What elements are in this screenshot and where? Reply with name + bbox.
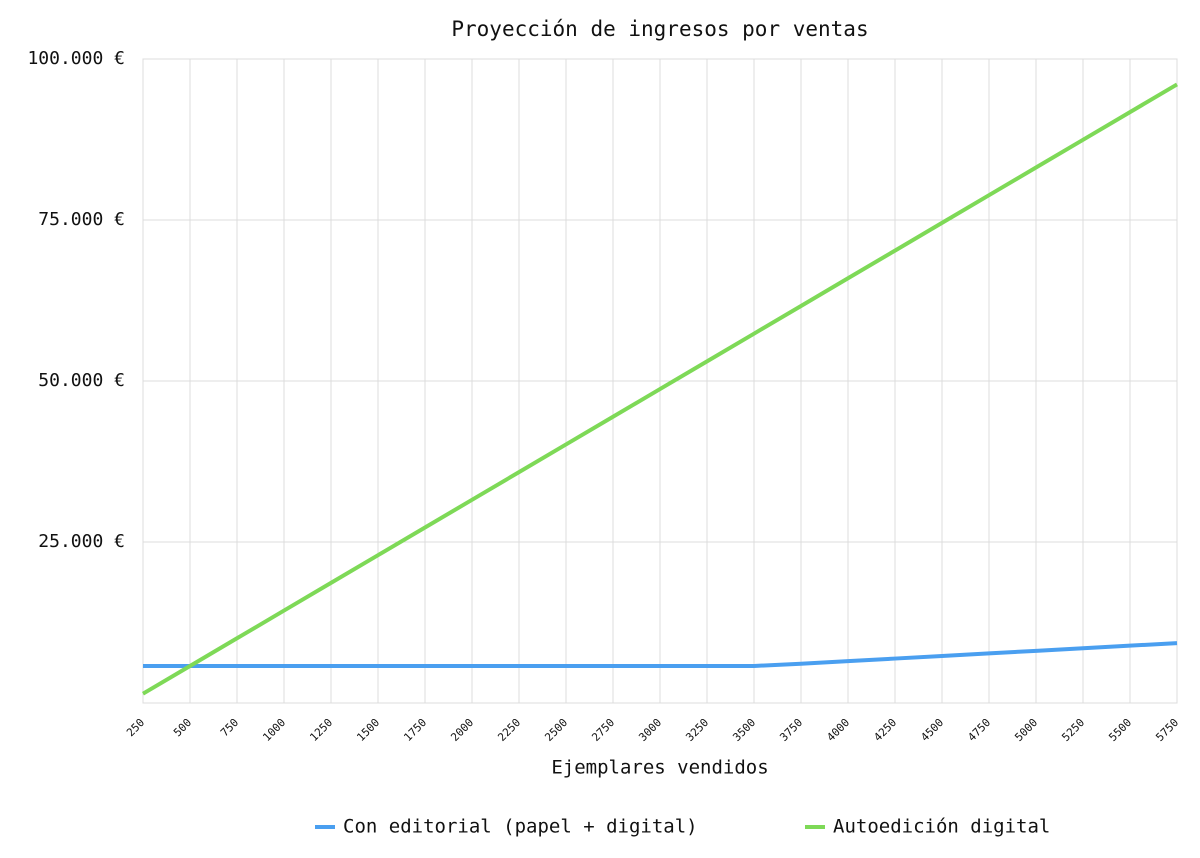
x-tick-label: 2750	[589, 716, 617, 744]
x-tick-label: 750	[218, 716, 241, 739]
y-tick-label: 50.000 €	[38, 370, 125, 391]
x-axis-label: Ejemplares vendidos	[551, 757, 768, 779]
x-tick-label: 3500	[730, 716, 758, 744]
x-tick-label: 250	[124, 716, 147, 739]
data-line	[143, 641, 1178, 668]
x-tick-label: 1500	[354, 716, 382, 744]
y-tick-label: 100.000 €	[27, 48, 125, 69]
y-tick-label: 75.000 €	[38, 209, 125, 230]
x-tick-label: 500	[171, 716, 194, 739]
x-tick-label: 2250	[495, 716, 523, 744]
chart-title: Proyección de ingresos por ventas	[451, 17, 868, 41]
x-tick-label: 5750	[1153, 716, 1181, 744]
y-tick-label: 25.000 €	[38, 531, 125, 552]
x-tick-label: 3750	[777, 716, 805, 744]
x-tick-label: 1750	[401, 716, 429, 744]
x-tick-label: 2500	[542, 716, 570, 744]
x-tick-label: 2000	[448, 716, 476, 744]
legend-label: Autoedición digital	[833, 816, 1050, 838]
legend-label: Con editorial (papel + digital)	[343, 816, 698, 838]
data-line	[141, 82, 1179, 696]
x-tick-label: 4000	[824, 716, 852, 744]
x-tick-label: 1000	[260, 716, 288, 744]
x-tick-label: 5000	[1012, 716, 1040, 744]
x-tick-label: 1250	[307, 716, 335, 744]
x-tick-label: 4250	[871, 716, 899, 744]
x-tick-label: 3000	[636, 716, 664, 744]
x-tick-label: 4750	[965, 716, 993, 744]
x-tick-label: 4500	[918, 716, 946, 744]
x-tick-label: 3250	[683, 716, 711, 744]
x-tick-label: 5500	[1106, 716, 1134, 744]
x-tick-label: 5250	[1059, 716, 1087, 744]
